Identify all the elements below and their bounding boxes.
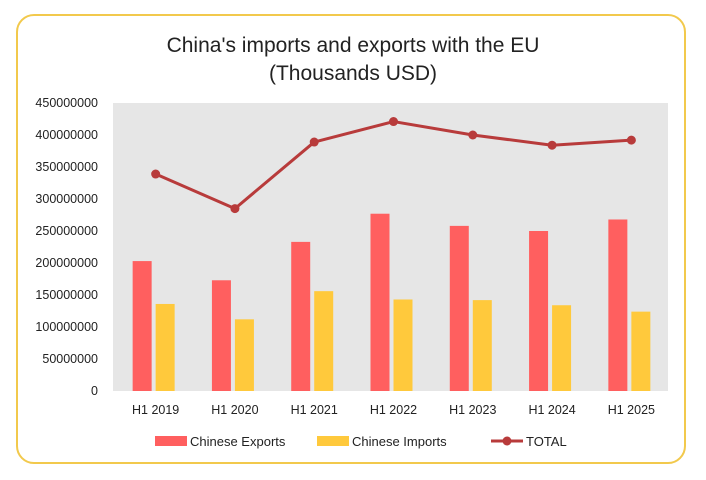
y-tick-label: 100000000: [35, 320, 98, 334]
x-tick-label: H1 2024: [528, 403, 575, 417]
y-tick-label: 400000000: [35, 128, 98, 142]
total-point: [230, 204, 240, 214]
chart-title-block: China's imports and exports with the EU …: [0, 32, 706, 88]
imports-bar: [631, 311, 651, 391]
exports-bar: [608, 219, 628, 391]
imports-bar: [314, 291, 334, 391]
imports-bar: [472, 300, 492, 391]
imports-bar: [393, 299, 413, 391]
exports-bar: [291, 241, 311, 391]
x-tick-label: H1 2021: [291, 403, 338, 417]
total-point: [309, 137, 319, 147]
exports-bar: [132, 261, 152, 391]
legend-swatch: [155, 436, 187, 446]
y-tick-label: 350000000: [35, 160, 98, 174]
legend-label: Chinese Exports: [190, 434, 286, 449]
imports-bar: [155, 303, 175, 391]
legend-label: Chinese Imports: [352, 434, 447, 449]
x-tick-label: H1 2022: [370, 403, 417, 417]
x-tick-label: H1 2025: [608, 403, 655, 417]
exports-bar: [529, 231, 549, 391]
total-point: [468, 130, 478, 140]
chart-subtitle: (Thousands USD): [268, 62, 438, 85]
y-tick-label: 250000000: [35, 224, 98, 238]
total-point: [626, 135, 636, 145]
imports-bar: [234, 319, 254, 391]
exports-bar: [449, 225, 469, 391]
y-tick-label: 200000000: [35, 256, 98, 270]
imports-bar: [552, 305, 572, 391]
exports-bar: [211, 280, 231, 391]
total-point: [389, 117, 398, 127]
legend-label: TOTAL: [526, 434, 567, 449]
y-tick-label: 150000000: [35, 288, 98, 302]
total-point: [151, 169, 161, 179]
y-tick-label: 450000000: [35, 96, 98, 110]
y-tick-label: 0: [91, 384, 98, 398]
plot-area: [113, 103, 668, 391]
y-tick-label: 300000000: [35, 192, 98, 206]
x-tick-label: H1 2020: [211, 403, 258, 417]
legend-marker: [502, 436, 512, 446]
x-tick-label: H1 2023: [449, 403, 496, 417]
total-point: [547, 140, 557, 150]
chart-title: China's imports and exports with the EU: [166, 34, 540, 57]
x-tick-label: H1 2019: [132, 403, 179, 417]
y-tick-label: 50000000: [42, 352, 98, 366]
legend-swatch: [317, 436, 349, 446]
exports-bar: [370, 213, 390, 391]
